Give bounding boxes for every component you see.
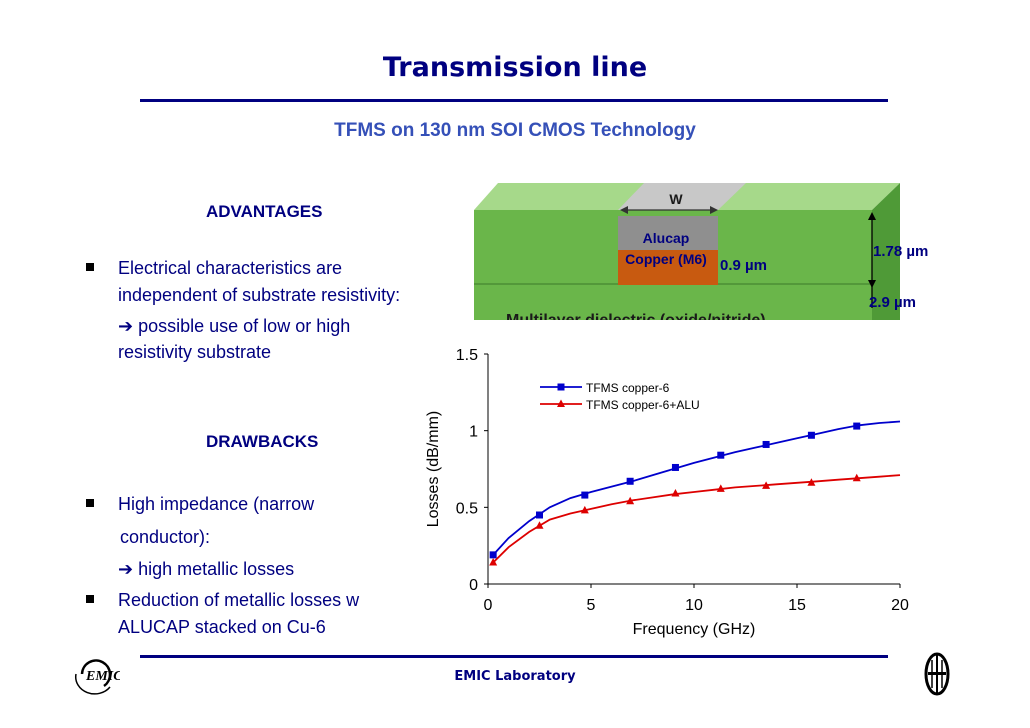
series-line (492, 474, 901, 564)
right-arrow-icon: ➔ (118, 316, 134, 337)
copper-label: Copper (M6) (625, 251, 707, 267)
right-arrow-icon: ➔ (118, 559, 134, 580)
drawback-line-5: ALUCAP stacked on Cu-6 (118, 617, 326, 637)
x-tick-label: 10 (685, 597, 703, 614)
advantage-line-1: Electrical characteristics are (118, 258, 343, 278)
drawback-line-4: Reduction of metallic losses w (118, 590, 360, 610)
x-tick-label: 0 (484, 597, 493, 614)
advantages-heading: ADVANTAGES (206, 202, 323, 221)
data-point (852, 473, 861, 482)
top-rule (140, 99, 888, 102)
data-point (536, 511, 543, 519)
bullet-marker (86, 499, 94, 507)
y-axis-label: Losses (dB/mm) (425, 411, 442, 527)
institution-logo (924, 652, 950, 696)
x-axis-label: Frequency (GHz) (633, 621, 756, 638)
bullet-marker (86, 595, 94, 603)
y-tick-label: 1.5 (456, 347, 478, 364)
x-tick-label: 15 (788, 597, 806, 614)
alucap-layer (618, 216, 718, 250)
bottom-rule (140, 655, 888, 658)
data-point (581, 491, 589, 499)
drawback-line-3: ➔ high metallic losses (118, 559, 294, 580)
legend-label: TFMS copper-6+ALU (586, 398, 700, 412)
data-point (489, 551, 497, 559)
data-point (807, 478, 816, 486)
advantage-line-3-text: possible use of low or high (138, 316, 351, 336)
slide-title: Transmission line (382, 52, 648, 83)
svg-text:EMIC: EMIC (85, 669, 120, 684)
emic-logo: EMIC (74, 659, 120, 695)
y-tick-label: 1 (469, 424, 478, 441)
series-line (492, 420, 901, 556)
w-arrow-right-icon (710, 206, 718, 214)
data-point (807, 431, 815, 439)
alucap-top-face (618, 183, 746, 210)
alucap-label: Alucap (643, 230, 690, 246)
legend-label: TFMS copper-6 (586, 381, 670, 395)
losses-chart: 0 0.5 1 1.5 0 5 10 15 20 Frequency (GHz) Losses (d… (408, 330, 920, 650)
total-thickness-label: 2.9 µm (869, 294, 916, 311)
y-tick-label: 0.5 (456, 500, 478, 517)
drawback-line-2: conductor): (120, 527, 211, 547)
data-point (535, 521, 544, 529)
data-point (489, 558, 498, 566)
data-point (671, 489, 680, 497)
top-thickness-label: 1.78 µm (873, 243, 928, 260)
data-point (580, 505, 589, 514)
data-point (626, 477, 634, 485)
data-point (717, 451, 725, 459)
data-point (762, 440, 770, 448)
w-arrow-left-icon (620, 206, 628, 214)
w-label: W (669, 191, 683, 207)
data-point (853, 422, 861, 430)
advantage-line-2: independent of substrate resistivity: (118, 285, 401, 305)
cross-section-diagram: Multilayer dielectric (oxide/nitride) W … (474, 183, 928, 329)
advantage-line-4: resistivity substrate (118, 342, 272, 362)
bullet-marker (86, 263, 94, 271)
data-point (626, 496, 635, 505)
copper-layer (618, 250, 718, 285)
x-tick-label: 20 (891, 597, 909, 614)
x-tick-label: 5 (587, 597, 596, 614)
y-tick-label: 0 (469, 577, 478, 594)
dielectric-right-face (872, 183, 900, 320)
slide-subtitle: TFMS on 130 nm SOI CMOS Technology (334, 120, 696, 141)
footer-label: EMIC Laboratory (454, 669, 576, 684)
advantage-line-3: ➔ possible use of low or high (118, 316, 350, 337)
data-point (762, 481, 771, 489)
drawback-line-1: High impedance (narrow (118, 494, 315, 514)
thickness-arrow-down-icon (868, 280, 876, 288)
legend-marker (557, 399, 565, 407)
text-column: ADVANTAGES Electrical characteristics ar… (0, 0, 470, 728)
dielectric-label: Multilayer dielectric (oxide/nitride) (506, 312, 766, 329)
legend-marker (557, 383, 565, 391)
thickness-arrow-up-icon (868, 212, 876, 220)
data-point (671, 463, 679, 471)
drawback-line-3-text: high metallic losses (138, 559, 295, 579)
conductor-thickness-label: 0.9 µm (720, 257, 767, 274)
data-point (716, 484, 725, 492)
drawbacks-heading: DRAWBACKS (206, 432, 319, 451)
